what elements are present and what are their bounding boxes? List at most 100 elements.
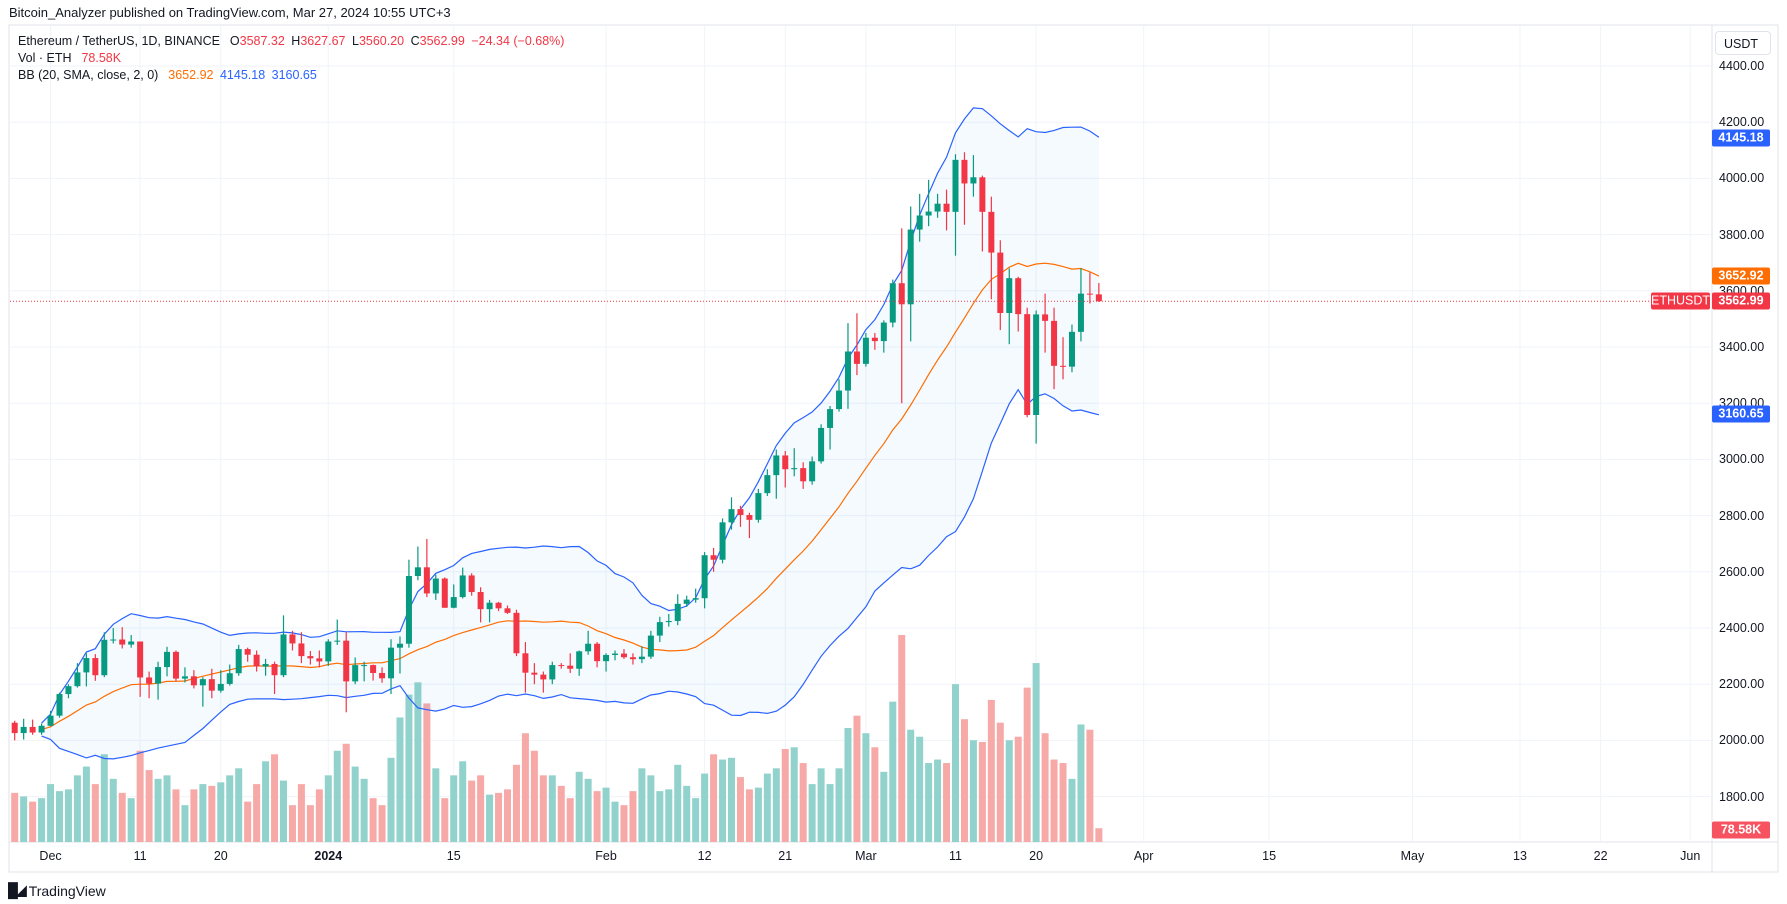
volume-bar (862, 733, 870, 842)
last-price-label: 3562.99 (1712, 292, 1770, 310)
candle-body (809, 461, 816, 482)
volume-bar (934, 759, 942, 842)
candle-body (298, 643, 305, 657)
candle-body (253, 654, 260, 667)
candle-body (226, 673, 233, 684)
time-tick-label: 15 (1262, 849, 1277, 863)
volume-bar (1032, 663, 1040, 842)
time-tick-label: 20 (1029, 849, 1044, 863)
tradingview-logo[interactable]: █◢ TradingView (8, 882, 106, 899)
volume-bar (835, 768, 843, 842)
volume-bar (280, 780, 287, 842)
candle-body (1077, 293, 1084, 332)
candle-body (889, 283, 896, 323)
volume-bar (916, 736, 924, 842)
volume-bar (100, 754, 108, 842)
currency-button[interactable]: USDT (1715, 31, 1771, 55)
candle-body (970, 177, 977, 184)
volume-bar (736, 777, 744, 842)
volume-bar (271, 754, 279, 842)
volume-bar (486, 794, 494, 842)
candle-body (361, 665, 368, 667)
candle-body (764, 475, 771, 494)
candle-body (862, 337, 869, 364)
volume-bar (306, 805, 314, 842)
volume-bar (557, 785, 565, 842)
volume-bar (495, 792, 503, 842)
volume-bar (29, 801, 37, 842)
price-tick-label: 4000.00 (1719, 171, 1765, 186)
volume-bar (808, 784, 816, 842)
legend-bb-basis: 3652.92 (168, 68, 214, 82)
price-tick-label: 1800.00 (1719, 789, 1765, 804)
volume-bar (548, 775, 556, 842)
candle-body (710, 555, 717, 560)
volume-bar (987, 699, 995, 842)
candle-body (146, 677, 153, 684)
volume-bar (969, 740, 977, 842)
volume-bar (1095, 828, 1103, 842)
volume-bar (521, 733, 529, 842)
candle-body (1086, 293, 1093, 295)
price-tick-label: 2600.00 (1719, 564, 1765, 579)
candle-body (65, 686, 72, 695)
symbol-tag: ETHUSDT (1651, 292, 1711, 310)
candle-body (423, 567, 430, 594)
candle-body (1006, 278, 1013, 313)
volume-bar (943, 763, 951, 842)
candle-body (629, 657, 636, 660)
volume-bar (73, 775, 81, 842)
price-tick-label: 4200.00 (1719, 115, 1765, 130)
price-tick-label: 3400.00 (1719, 340, 1765, 354)
candle-body (594, 643, 601, 662)
volume-bar (56, 791, 63, 842)
volume-bar (754, 787, 762, 842)
legend-symbol[interactable]: Ethereum / TetherUS, 1D, BINANCE (18, 34, 220, 48)
volume-bar (566, 798, 574, 842)
candle-body (235, 649, 242, 674)
candle-body (934, 203, 941, 212)
candle-body (280, 634, 287, 676)
time-tick-label: 13 (1513, 849, 1527, 863)
time-tick-label: 22 (1593, 849, 1608, 863)
legend-volume-value: 78.58K (81, 51, 122, 65)
time-tick-label: Feb (595, 849, 617, 863)
legend-close: 3562.99 (419, 34, 465, 48)
volume-bar (745, 789, 753, 842)
candle-body (289, 634, 296, 644)
volume-bar (109, 778, 117, 842)
volume-bar (710, 754, 718, 842)
legend-volume-label[interactable]: Vol · ETH (18, 51, 72, 65)
candle-body (1068, 331, 1075, 367)
volume-bar (172, 789, 180, 842)
volume-bar (477, 775, 485, 842)
volume-bar (145, 770, 153, 842)
candle-body (1042, 314, 1049, 321)
volume-bar (118, 792, 126, 842)
candle-body (853, 351, 860, 364)
legend-bb-lower: 3160.65 (271, 68, 317, 82)
candle-body (29, 726, 36, 733)
legend-open: 3587.32 (239, 34, 285, 48)
volume-bar (127, 798, 135, 842)
volume-bar (414, 682, 422, 842)
candle-body (20, 726, 27, 734)
price-tick-label: 2000.00 (1719, 733, 1765, 748)
volume-bar (154, 778, 162, 842)
candle-body (1015, 278, 1022, 315)
volume-bar (611, 801, 619, 842)
chart-frame (8, 24, 1779, 873)
volume-label: 78.58K (1712, 821, 1770, 839)
legend-bb-label[interactable]: BB (20, SMA, close, 2, 0) (18, 68, 159, 82)
volume-bar (996, 722, 1004, 842)
candle-body (352, 665, 359, 682)
volume-bar (262, 761, 270, 842)
candle-body (880, 322, 887, 342)
bb-fill (41, 107, 1099, 759)
candle-body (612, 653, 619, 655)
volume-bar (1014, 736, 1022, 842)
volume-bar (826, 784, 834, 842)
candle-body (495, 602, 502, 609)
time-tick-label: 11 (949, 849, 962, 863)
